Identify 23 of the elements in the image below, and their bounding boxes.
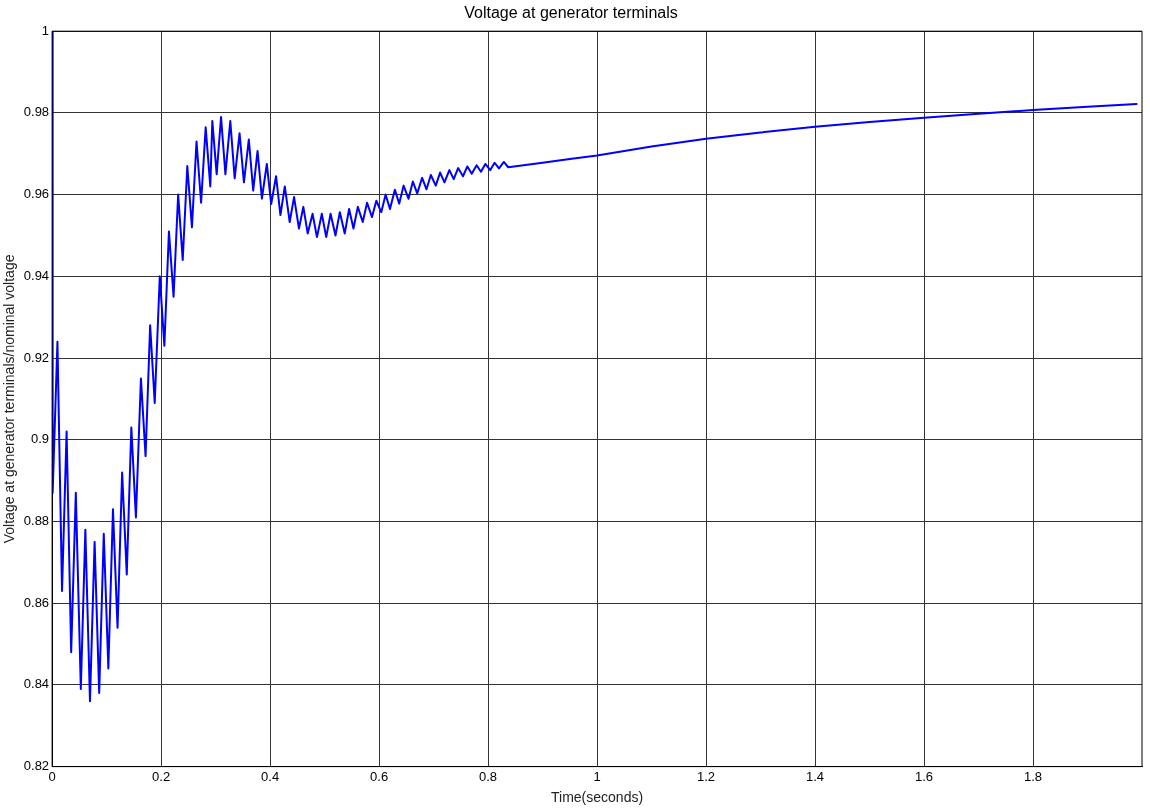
y-tick-label: 1 (41, 22, 50, 38)
y-tick-label: 0.84 (23, 676, 50, 692)
y-tick-label: 0.9 (31, 431, 50, 447)
x-tick-label: 1 (593, 768, 601, 784)
x-tick-label: 1.2 (697, 768, 716, 784)
x-tick-label: 0.8 (479, 768, 498, 784)
x-axis-title: Time(seconds) (551, 789, 644, 806)
x-tick-label: 1.6 (914, 768, 934, 784)
chart-title: Voltage at generator terminals (464, 4, 678, 22)
y-tick-label: 0.98 (23, 104, 50, 120)
x-tick-label: 0.6 (370, 768, 389, 784)
x-tick-label: 0.2 (152, 768, 171, 784)
y-tick-label: 0.94 (23, 267, 50, 283)
y-axis-title: Voltage at generator terminals/nominal voltage (1, 254, 18, 544)
x-tick-label: 0 (48, 768, 56, 784)
y-tick-label: 0.86 (23, 594, 50, 610)
y-tick-label: 0.82 (23, 758, 50, 774)
x-tick-label: 1.8 (1023, 768, 1043, 784)
y-tick-label: 0.96 (23, 186, 50, 202)
y-tick-label: 0.88 (23, 513, 50, 529)
y-tick-label: 0.92 (23, 349, 50, 365)
x-tick-label: 0.4 (261, 768, 280, 784)
x-tick-label: 1.4 (805, 768, 825, 784)
